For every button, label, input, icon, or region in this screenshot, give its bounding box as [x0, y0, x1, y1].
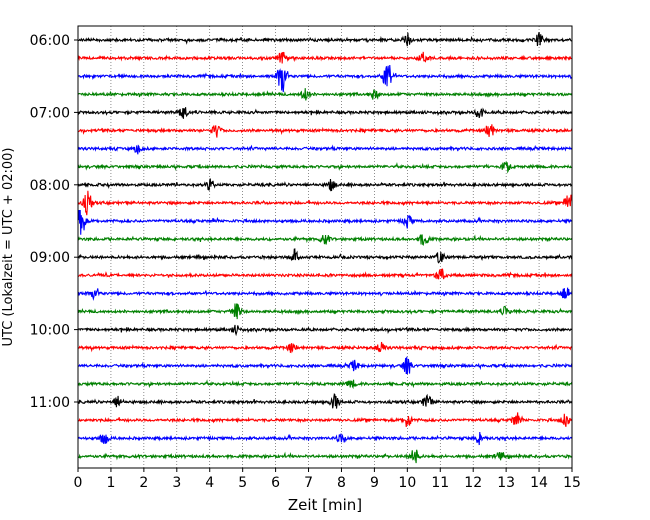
trace-10	[77, 209, 573, 235]
trace-11	[77, 234, 573, 246]
trace-21	[77, 412, 573, 428]
trace-5	[77, 124, 573, 138]
trace-22	[77, 432, 573, 446]
trace-6	[77, 144, 573, 155]
y-tick-label: 08:00	[30, 178, 70, 194]
trace-17	[77, 341, 573, 354]
trace-3	[77, 88, 573, 101]
trace-0	[77, 31, 573, 47]
y-axis-ticks: 06:00 07:00 08:00 09:00 10:00 11:00	[30, 33, 78, 411]
trace-23	[77, 449, 573, 464]
x-tick-label: 4	[205, 475, 214, 491]
x-tick-label: 0	[74, 475, 83, 491]
y-tick-label: 09:00	[30, 250, 70, 266]
y-tick-label: 06:00	[30, 33, 70, 49]
x-tick-label: 7	[304, 475, 313, 491]
x-tick-label: 6	[271, 475, 280, 491]
x-tick-label: 8	[337, 475, 346, 491]
y-tick-label: 11:00	[30, 395, 70, 411]
trace-1	[77, 51, 573, 64]
trace-8	[77, 178, 573, 192]
x-tick-label: 11	[431, 475, 449, 491]
trace-18	[77, 356, 573, 375]
x-axis-ticks: 0 1 2 3 4 5 6 7 8 9 10 11 12 13 14 15	[74, 468, 581, 491]
trace-13	[77, 268, 573, 280]
plot-frame	[77, 25, 573, 469]
x-tick-label: 12	[464, 475, 482, 491]
trace-4	[77, 107, 573, 119]
trace-7	[77, 160, 573, 174]
y-tick-label: 07:00	[30, 105, 70, 121]
trace-15	[77, 303, 573, 320]
trace-19	[77, 379, 573, 390]
trace-layer	[77, 31, 573, 464]
x-tick-label: 2	[139, 475, 148, 491]
x-axis-label: Zeit [min]	[288, 496, 362, 514]
x-tick-label: 5	[238, 475, 247, 491]
x-tick-label: 15	[563, 475, 581, 491]
x-tick-label: 14	[530, 475, 548, 491]
trace-12	[77, 248, 573, 264]
trace-2	[77, 64, 573, 93]
y-tick-label: 10:00	[30, 323, 70, 339]
x-tick-label: 10	[398, 475, 416, 491]
x-tick-label: 3	[172, 475, 181, 491]
y-axis-label: UTC (Lokalzeit = UTC + 02:00)	[1, 148, 16, 347]
trace-9	[77, 190, 573, 216]
trace-20	[77, 393, 573, 409]
trace-16	[77, 324, 573, 337]
x-tick-label: 13	[497, 475, 515, 491]
x-tick-label: 9	[370, 475, 379, 491]
x-tick-label: 1	[106, 475, 115, 491]
trace-14	[77, 287, 573, 301]
